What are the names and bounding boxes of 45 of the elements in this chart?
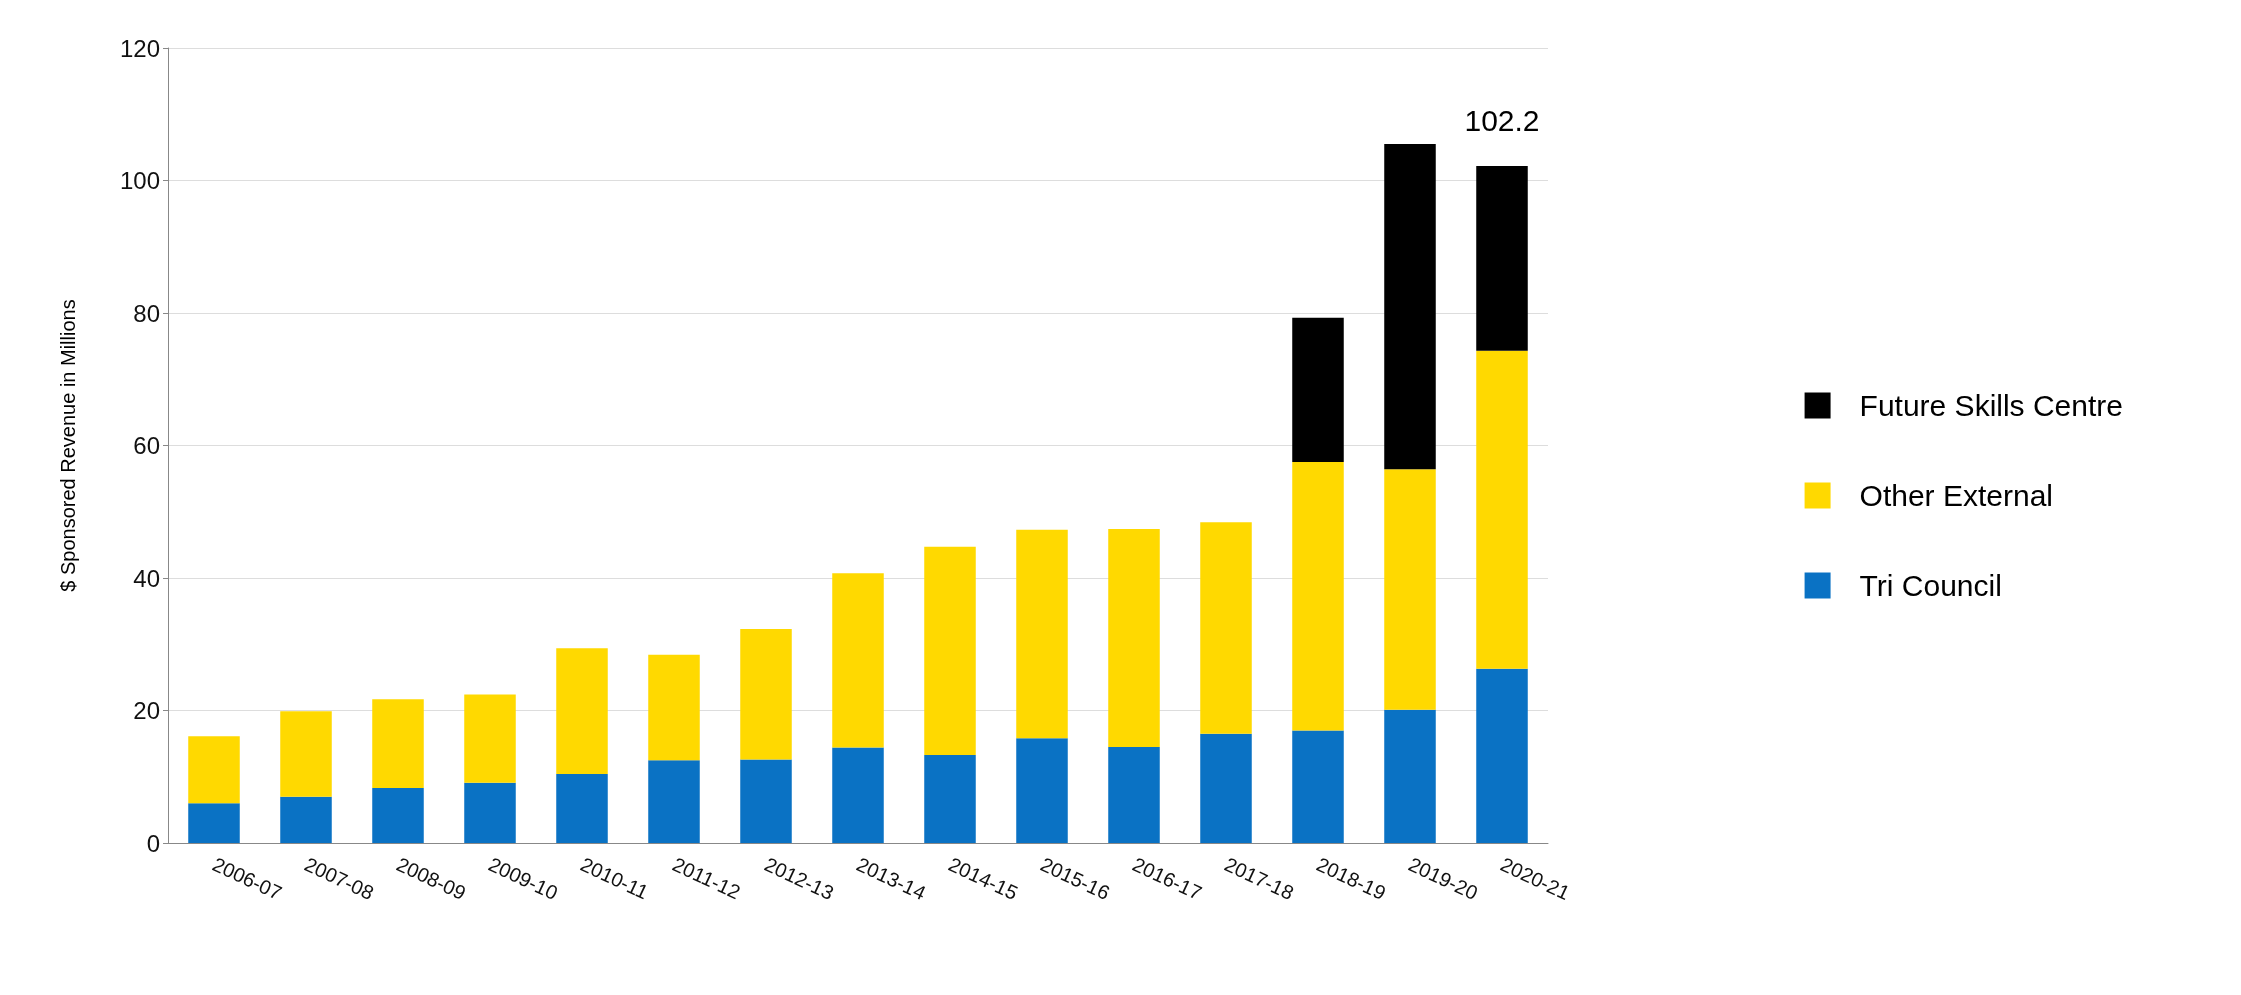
bar [1292,462,1344,731]
bar [280,711,332,797]
y-tick-label: 20 [133,697,160,724]
bar [1384,469,1436,710]
bar [280,796,332,843]
bar [188,803,240,843]
bar [1292,317,1344,463]
bar [1016,738,1068,843]
y-axis-title: $ Sponsored Revenue in Millions [57,299,79,592]
bar [740,629,792,760]
y-tick-label: 100 [119,167,160,194]
bar [924,546,976,755]
bar [1476,668,1528,843]
bar [648,654,700,761]
legend-label: Future Skills Centre [1859,389,2124,422]
bar [372,788,424,843]
bar [1292,730,1344,843]
bar [832,573,884,748]
bar [1200,522,1252,734]
bar [556,648,608,775]
bar [1200,733,1252,843]
bar [1476,350,1528,669]
bar [924,754,976,843]
bar [1384,709,1436,843]
legend-label: Tri Council [1859,569,2002,602]
bar [1016,529,1068,739]
bar [1476,165,1528,351]
bar [556,774,608,843]
bar [372,699,424,789]
bar [188,736,240,804]
y-tick-label: 60 [133,432,160,459]
y-tick-label: 0 [146,829,160,857]
y-tick-label: 40 [133,564,160,592]
bar [648,760,700,843]
bar [1108,746,1160,843]
y-tick-label: 120 [119,34,160,62]
bar [832,747,884,843]
bar [464,694,516,783]
bar [740,759,792,843]
y-tick-label: 80 [133,299,160,327]
bar [1384,144,1436,470]
legend-label: Other External [1859,479,2053,512]
bar [1108,528,1160,747]
bar [464,782,516,843]
annotation: 102.2 [1464,104,1540,138]
